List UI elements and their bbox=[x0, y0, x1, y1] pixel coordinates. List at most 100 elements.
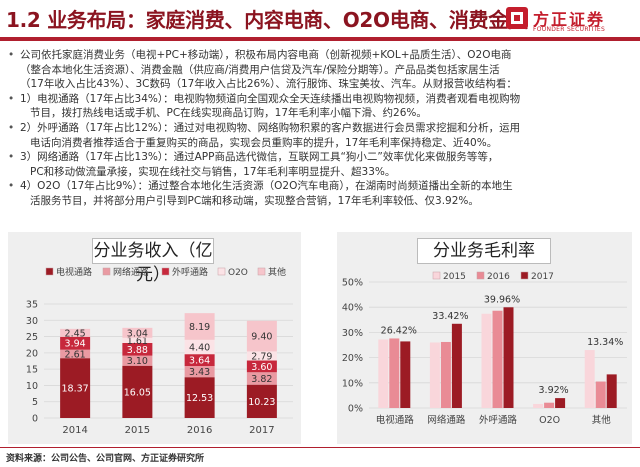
x-tick-label: 2017 bbox=[249, 425, 274, 436]
margin-chart-panel: 分业务毛利率 0% 10% 20% 30% 40% 50% 2015 2016 2017 26.4… bbox=[337, 232, 632, 444]
legend-swatch bbox=[520, 271, 529, 280]
stacked-bar-segment bbox=[60, 349, 91, 359]
data-label: 3.10 bbox=[127, 356, 148, 367]
stacked-bar-segment bbox=[122, 355, 153, 366]
revenue-chart: 0 5 10 15 20 25 30 35 电视通路 网络通路 外呼通路 O2O 其他 18.37 2.61… bbox=[26, 266, 293, 436]
founder-logo-icon bbox=[506, 7, 528, 29]
legend-swatch bbox=[432, 271, 441, 280]
data-label: 2.79 bbox=[251, 351, 272, 362]
grouped-bar bbox=[595, 381, 606, 408]
data-label: 8.19 bbox=[189, 322, 210, 333]
source-note: 资料来源：公司公告、公司官网、方正证券研究所 bbox=[6, 454, 205, 464]
item-paragraph: • 3）网络通路（17年占比13%）：通过APP商品选代微信，互联网工具“狗小二… bbox=[8, 150, 636, 179]
bullet-icon: • bbox=[8, 121, 15, 134]
y-tick-label: 35 bbox=[26, 300, 38, 311]
item-line: 节目，拨打热线电话或手机、PC在线实现商品订购，17年毛利率小幅下滑、约26%。 bbox=[30, 107, 427, 120]
stacked-bar-segment bbox=[122, 365, 153, 418]
grouped-bar bbox=[481, 313, 492, 408]
legend-label: 2017 bbox=[531, 272, 554, 282]
stacked-bar-segment bbox=[246, 351, 277, 361]
grouped-bar bbox=[555, 398, 566, 408]
y-tick-label: 5 bbox=[32, 397, 38, 408]
data-label: 4.40 bbox=[189, 342, 210, 353]
intro-line: （整合本地化生活资源）、消费金融（供应商/消费用户信贷及汽车/保险分期等）。产品… bbox=[20, 63, 500, 76]
intro-line: （17年收入占比43%）、3C数码（17年收入占比26%）、流行服饰、珠宝美妆、… bbox=[20, 78, 517, 91]
data-label: 13.34% bbox=[587, 337, 623, 348]
data-label: 2.61 bbox=[65, 349, 86, 360]
data-label: 3.64 bbox=[189, 356, 210, 367]
grouped-bar bbox=[533, 403, 544, 408]
header-divider bbox=[0, 37, 640, 41]
legend-label: 网络通路 bbox=[113, 266, 149, 278]
x-tick-label: 2014 bbox=[62, 425, 87, 436]
item-line: 1）电视通路（17年占比34%）：电视购物频道向全国观众全天连续播出电视购物视频… bbox=[20, 92, 521, 105]
x-tick-label: 外呼通路 bbox=[479, 414, 518, 426]
legend-label: 外呼通路 bbox=[172, 266, 208, 278]
stacked-bar-segment bbox=[184, 377, 215, 418]
grouped-bar bbox=[451, 323, 462, 408]
data-label: 3.82 bbox=[251, 374, 272, 385]
bullet-icon: • bbox=[8, 92, 15, 105]
data-label: 3.94 bbox=[65, 339, 86, 350]
legend-swatch bbox=[45, 267, 54, 276]
intro-paragraph: • 公司依托家庭消费业务（电视+PC+移动端），积极布局内容电商（创新视频+KO… bbox=[8, 48, 636, 92]
margin-chart: 0% 10% 20% 30% 40% 50% 2015 2016 2017 26.42% 电视通路 3… bbox=[342, 271, 627, 426]
data-label: 12.53 bbox=[186, 393, 213, 404]
data-label: 33.42% bbox=[432, 311, 468, 322]
grouped-bar bbox=[503, 307, 514, 408]
grouped-bar bbox=[389, 338, 400, 408]
data-label: 9.40 bbox=[251, 332, 272, 343]
item-line: 活服务节目，并将部分用户引导到PC端和移动端，实现整合营销，17年毛利率较低、仅… bbox=[30, 194, 479, 207]
bullet-icon: • bbox=[8, 180, 15, 193]
stacked-bar-segment bbox=[246, 372, 277, 385]
body-text: • 公司依托家庭消费业务（电视+PC+移动端），积极布局内容电商（创新视频+KO… bbox=[8, 48, 636, 209]
stacked-bar-segment bbox=[246, 320, 277, 352]
item-paragraph: • 4）O2O（17年占比9%）：通过整合本地化生活资源（O2O汽车电商），在湖… bbox=[8, 179, 636, 208]
item-line: 3）网络通路（17年占比13%）：通过APP商品选代微信，互联网工具“狗小二”效… bbox=[20, 151, 499, 164]
item-line: 电话向消费者推荐适合于重复购买的商品，实现会员重购率的提升，17年毛利率保持稳定… bbox=[30, 136, 498, 149]
bullet-icon: • bbox=[8, 151, 15, 164]
grouped-bar bbox=[378, 339, 389, 408]
grouped-bar bbox=[440, 341, 451, 408]
y-tick-label: 10% bbox=[342, 378, 363, 389]
x-tick-label: 网络通路 bbox=[427, 414, 466, 426]
grouped-bar bbox=[400, 341, 411, 408]
x-tick-label: 电视通路 bbox=[376, 414, 415, 426]
logo-text-cn: 方正证券 bbox=[533, 10, 606, 29]
y-tick-label: 0% bbox=[348, 404, 363, 415]
stacked-bar-segment bbox=[122, 337, 153, 343]
y-tick-label: 20 bbox=[26, 348, 38, 359]
y-tick-label: 40% bbox=[342, 303, 363, 314]
stacked-bar-segment bbox=[184, 339, 215, 355]
data-label: 10.23 bbox=[248, 397, 275, 408]
intro-line: 公司依托家庭消费业务（电视+PC+移动端），积极布局内容电商（创新视频+KOL+… bbox=[20, 49, 512, 61]
stacked-bar-segment bbox=[122, 327, 153, 338]
y-tick-label: 30 bbox=[26, 316, 38, 327]
y-tick-label: 30% bbox=[342, 328, 363, 339]
legend-swatch bbox=[161, 267, 170, 276]
page-header: 1.2 业务布局：家庭消费、内容电商、O2O电商、消费金融 方正证券 FOUND… bbox=[0, 0, 640, 41]
stacked-bar-segment bbox=[246, 360, 277, 373]
item-line: PC和移动做流量承接，实现在线社交与销售，17年毛利率明显提升、超33%。 bbox=[30, 165, 396, 178]
x-tick-label: 2015 bbox=[125, 425, 150, 436]
legend-swatch bbox=[476, 271, 485, 280]
item-line: 2）外呼通路（17年占比12%）：通过对电视购物、网络购物积累的客户数据进行会员… bbox=[20, 121, 521, 134]
data-label: 3.92% bbox=[539, 385, 569, 396]
stacked-bar-segment bbox=[246, 384, 277, 418]
data-label: 3.04 bbox=[127, 328, 148, 339]
grouped-bar bbox=[544, 402, 555, 408]
x-tick-label: 2016 bbox=[187, 425, 212, 436]
margin-chart-title: 分业务毛利率 bbox=[417, 238, 551, 264]
data-label: 2.45 bbox=[65, 328, 86, 339]
page-title: 1.2 业务布局：家庭消费、内容电商、O2O电商、消费金融 bbox=[6, 8, 528, 32]
legend-label: 其他 bbox=[268, 266, 286, 278]
stacked-bar-segment bbox=[184, 354, 215, 367]
legend-swatch bbox=[257, 267, 266, 276]
data-label: 16.05 bbox=[124, 387, 151, 398]
legend-label: 2015 bbox=[443, 272, 466, 282]
data-label: 3.60 bbox=[251, 362, 272, 373]
data-label: 1.61 bbox=[127, 336, 148, 347]
logo-text-en: FOUNDER SECURITIES bbox=[533, 26, 606, 33]
item-line: 4）O2O（17年占比9%）：通过整合本地化生活资源（O2O汽车电商），在湖南时… bbox=[20, 180, 513, 193]
legend-label: 电视通路 bbox=[56, 266, 92, 278]
